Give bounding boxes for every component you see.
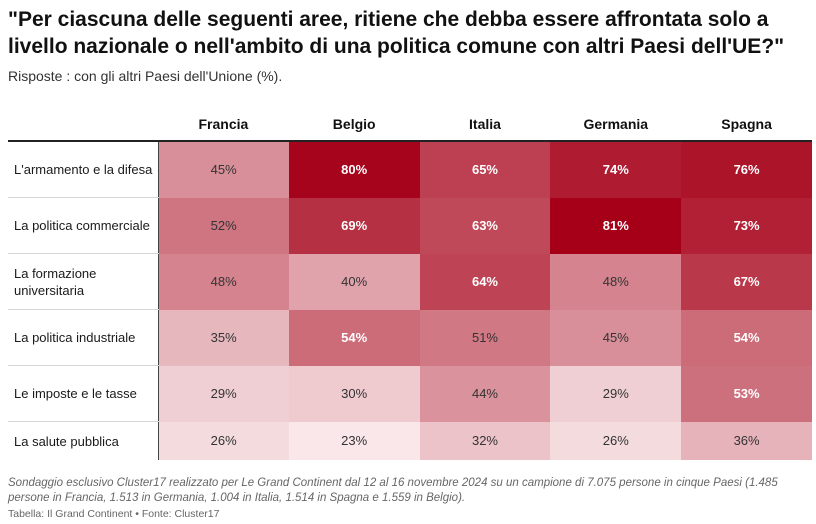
table-row: L'armamento e la difesa 45% 80% 65% 74% 76% — [8, 141, 812, 198]
table-row: La formazione universitaria 48% 40% 64% 48% 6… — [8, 253, 812, 310]
table-row: La politica industriale 35% 54% 51% 45% 54% — [8, 309, 812, 366]
heat-cell: 53% — [681, 365, 812, 422]
heat-cell: 65% — [419, 141, 551, 198]
column-header-row: Francia Belgio Italia Germania Spagna — [8, 108, 812, 142]
heat-cell: 26% — [158, 421, 289, 460]
heat-cell: 51% — [419, 309, 551, 366]
row-label: La politica industriale — [8, 309, 159, 366]
heat-cell: 67% — [681, 253, 812, 310]
heat-cell: 32% — [419, 421, 551, 460]
heat-cell: 74% — [550, 141, 682, 198]
heat-cell: 40% — [288, 253, 420, 310]
heat-cell: 54% — [288, 309, 420, 366]
heat-cell: 64% — [419, 253, 551, 310]
column-header-belgio: Belgio — [288, 108, 420, 142]
heat-cell: 63% — [419, 197, 551, 254]
heat-cell: 26% — [550, 421, 682, 460]
heat-cell: 45% — [158, 141, 289, 198]
row-label: La formazione universitaria — [8, 253, 159, 310]
heat-cell: 73% — [681, 197, 812, 254]
column-header-francia: Francia — [158, 108, 289, 142]
heatmap-table: Francia Belgio Italia Germania Spagna L'… — [8, 108, 812, 460]
source-note: Sondaggio esclusivo Cluster17 realizzato… — [8, 477, 778, 504]
row-label: La politica commerciale — [8, 197, 159, 254]
row-label: La salute pubblica — [8, 421, 159, 460]
heat-cell: 76% — [681, 141, 812, 198]
heat-cell: 54% — [681, 309, 812, 366]
row-label: L'armamento e la difesa — [8, 141, 159, 198]
corner-header — [8, 108, 158, 142]
heat-cell: 81% — [550, 197, 682, 254]
table-row: La salute pubblica 26% 23% 32% 26% 36% — [8, 421, 812, 460]
credit-line: Tabella: Il Grand Continent • Fonte: Clu… — [8, 508, 220, 520]
heat-cell: 44% — [419, 365, 551, 422]
heatmap-body: L'armamento e la difesa 45% 80% 65% 74% 76% La… — [8, 141, 812, 460]
column-header-spagna: Spagna — [681, 108, 812, 142]
heat-cell: 30% — [288, 365, 420, 422]
chart-subtitle: Risposte : con gli altri Paesi dell'Unio… — [8, 68, 283, 84]
table-row: Le imposte e le tasse 29% 30% 44% 29% 53% — [8, 365, 812, 422]
column-header-italia: Italia — [419, 108, 551, 142]
heat-cell: 29% — [158, 365, 289, 422]
heat-cell: 36% — [681, 421, 812, 460]
heat-cell: 48% — [158, 253, 289, 310]
heat-cell: 23% — [288, 421, 420, 460]
heat-cell: 35% — [158, 309, 289, 366]
heat-cell: 48% — [550, 253, 682, 310]
heat-cell: 80% — [288, 141, 420, 198]
column-header-germania: Germania — [550, 108, 682, 142]
heat-cell: 69% — [288, 197, 420, 254]
table-row: La politica commerciale 52% 69% 63% 81% 73% — [8, 197, 812, 254]
heat-cell: 52% — [158, 197, 289, 254]
heat-cell: 29% — [550, 365, 682, 422]
row-label: Le imposte e le tasse — [8, 365, 159, 422]
heat-cell: 45% — [550, 309, 682, 366]
chart-title: "Per ciascuna delle seguenti aree, ritie… — [8, 8, 785, 58]
